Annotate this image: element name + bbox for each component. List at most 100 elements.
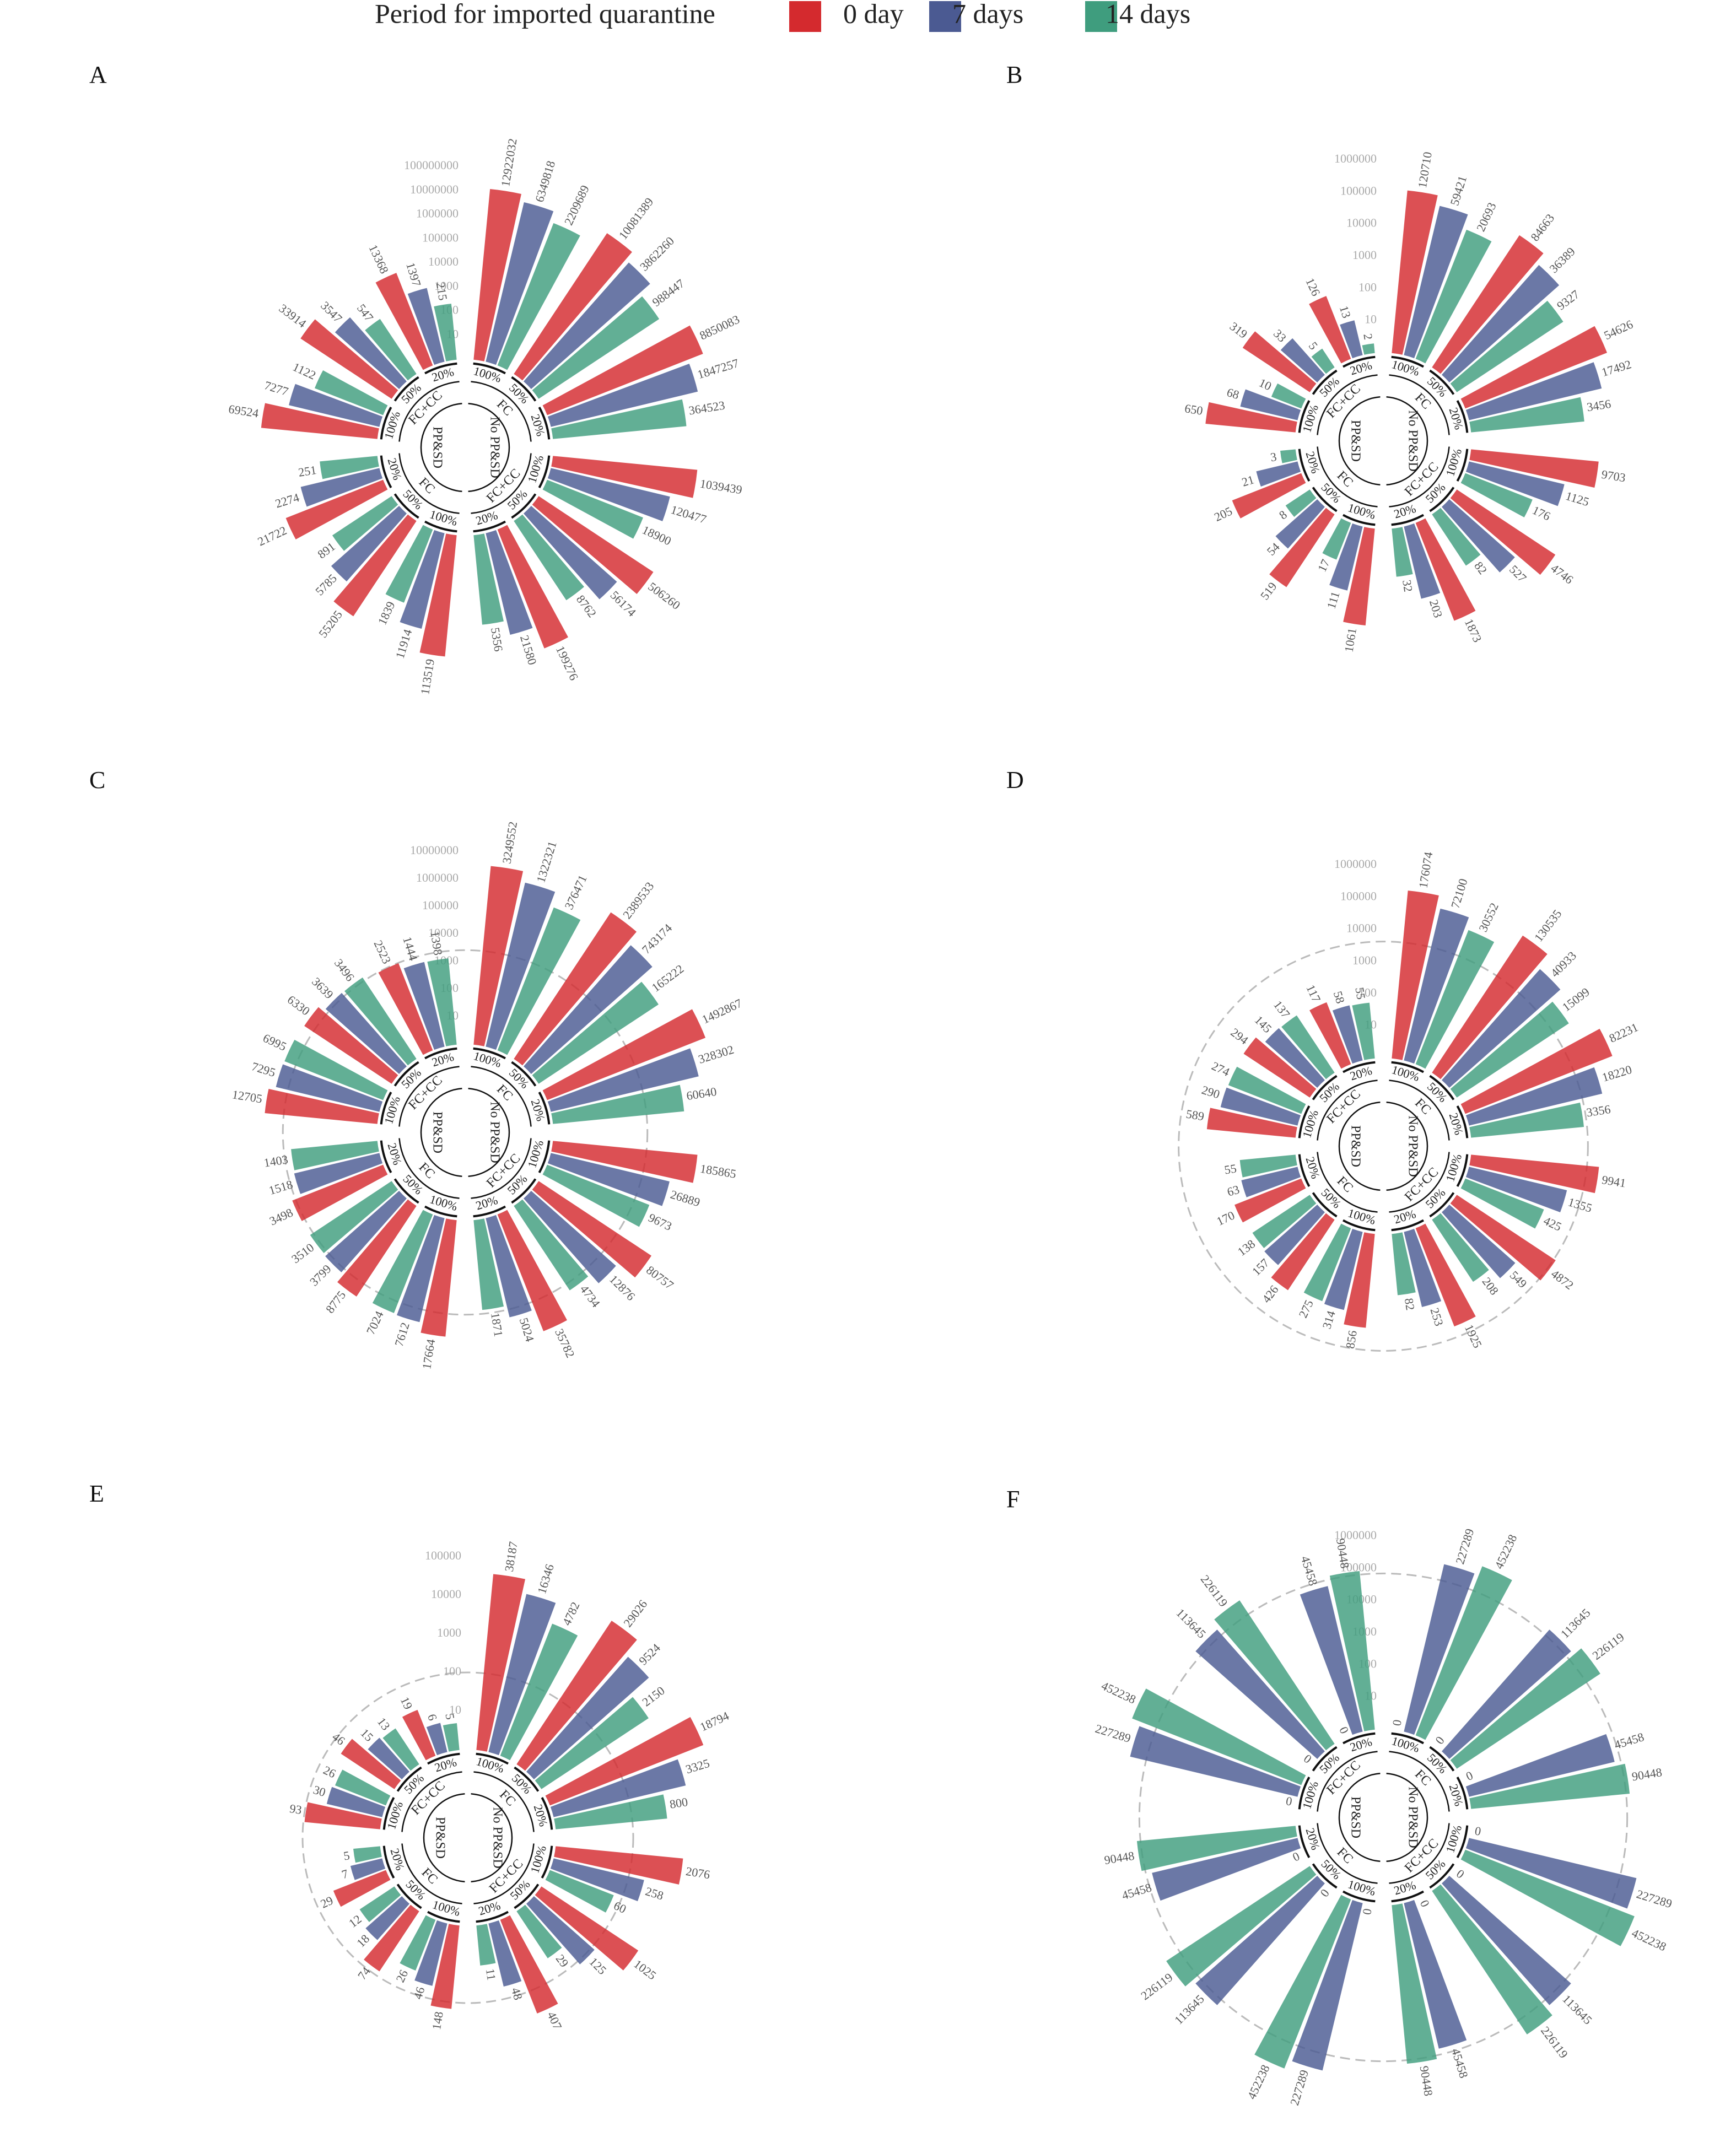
group-label: No PP&SD <box>490 1807 504 1868</box>
value-label: 3799 <box>307 1262 334 1289</box>
bar <box>1450 1195 1556 1281</box>
value-label: 376471 <box>562 873 590 911</box>
bar <box>1362 343 1375 355</box>
value-label: 55 <box>1352 986 1368 1001</box>
bar <box>265 1088 379 1124</box>
value-label: 74 <box>355 1964 373 1983</box>
value-label: 4872 <box>1549 1267 1576 1292</box>
value-label: 13 <box>375 1715 393 1733</box>
value-label: 226119 <box>1198 1572 1231 1609</box>
category-label: 20% <box>474 1193 499 1213</box>
bar <box>545 1870 614 1913</box>
bar <box>550 1759 686 1817</box>
group-label: No PP&SD <box>487 1102 502 1163</box>
bar <box>1241 1167 1301 1197</box>
bar <box>320 456 379 479</box>
panel: A101001000100001000001000000100000001000… <box>89 61 743 695</box>
bar <box>550 1858 644 1902</box>
value-label: 26 <box>393 1968 411 1985</box>
bar <box>1415 930 1495 1069</box>
category-label: 20% <box>385 1141 405 1167</box>
bar <box>1228 1066 1306 1114</box>
value-label: 328302 <box>697 1043 735 1066</box>
bar <box>473 866 524 1046</box>
ring-arc <box>473 520 506 533</box>
value-label: 82231 <box>1607 1020 1640 1045</box>
ring-arc <box>1389 446 1450 508</box>
value-label: 1403 <box>263 1152 289 1170</box>
value-label: 84663 <box>1528 211 1557 244</box>
category-label: 20% <box>1392 1878 1417 1898</box>
value-label: 226119 <box>1538 2024 1571 2061</box>
ring-arc <box>380 1092 392 1125</box>
value-label: 2 <box>1361 333 1375 341</box>
value-label: 45458 <box>1298 1555 1320 1588</box>
y-tick-label: 100 <box>443 1664 461 1678</box>
bar <box>426 1723 448 1756</box>
value-label: 170 <box>1215 1208 1237 1228</box>
bar <box>1404 1564 1475 1735</box>
value-label: 5356 <box>488 627 506 652</box>
value-label: 90448 <box>1631 1765 1663 1783</box>
bar <box>1130 1726 1301 1797</box>
ring-arc <box>398 381 460 442</box>
legend-swatch <box>929 1 961 32</box>
value-label: 1122 <box>290 360 318 382</box>
value-label: 294 <box>1228 1025 1250 1047</box>
value-label: 148 <box>429 2011 446 2031</box>
category-label: 20% <box>433 1755 459 1775</box>
panel: F101001000100001000001000000No PP&SDPP&S… <box>1006 1486 1674 2107</box>
value-label: 0 <box>1390 1719 1404 1727</box>
bar <box>1432 508 1481 566</box>
bar <box>514 1199 589 1291</box>
bar <box>542 1009 706 1100</box>
bar <box>1132 1688 1306 1785</box>
bar <box>1265 1028 1325 1088</box>
ring-arc <box>1312 369 1338 395</box>
group-label: No PP&SD <box>487 417 502 478</box>
value-label: 891 <box>315 539 337 562</box>
y-tick-label: 1000 <box>434 279 459 293</box>
ring-arc <box>1317 1823 1378 1884</box>
bar <box>1364 1903 1375 1906</box>
bar <box>1322 518 1351 560</box>
y-tick-label: 1000 <box>1352 953 1377 967</box>
value-label: 1039439 <box>699 477 743 497</box>
bar <box>532 496 654 594</box>
value-label: 0 <box>1360 1908 1374 1916</box>
ring-arc <box>382 1797 395 1830</box>
bar <box>486 882 556 1050</box>
value-label: 9703 <box>1600 467 1626 485</box>
value-label: 1355 <box>1566 1195 1593 1215</box>
bar <box>1281 1015 1335 1080</box>
value-label: 2209689 <box>562 183 592 227</box>
bar <box>1404 206 1468 359</box>
value-label: 4782 <box>559 1600 582 1627</box>
value-label: 5 <box>1306 339 1321 352</box>
value-label: 226119 <box>1138 1970 1175 2003</box>
bar <box>289 384 383 427</box>
bar <box>419 533 457 657</box>
bar <box>1252 1195 1317 1248</box>
bar <box>532 296 660 399</box>
bar <box>333 1870 391 1907</box>
value-label: 407 <box>544 2009 565 2031</box>
bar <box>1450 300 1564 392</box>
ring-arc <box>1389 1080 1450 1141</box>
value-label: 1397 <box>403 261 424 288</box>
value-label: 111 <box>1324 590 1343 610</box>
panel-label: E <box>89 1480 104 1507</box>
bar <box>385 525 433 603</box>
value-label: 82 <box>1471 559 1490 577</box>
bar <box>514 233 632 381</box>
bar <box>350 1858 386 1880</box>
bar <box>1469 397 1584 433</box>
bar <box>473 1218 504 1310</box>
ring-arc <box>380 455 392 488</box>
bar <box>1300 1586 1363 1735</box>
legend-label: 7 days <box>952 0 1023 29</box>
value-label: 80757 <box>644 1263 676 1292</box>
ring-arc <box>538 455 551 488</box>
ring-arc <box>1429 1075 1455 1100</box>
bar <box>1264 1205 1325 1265</box>
